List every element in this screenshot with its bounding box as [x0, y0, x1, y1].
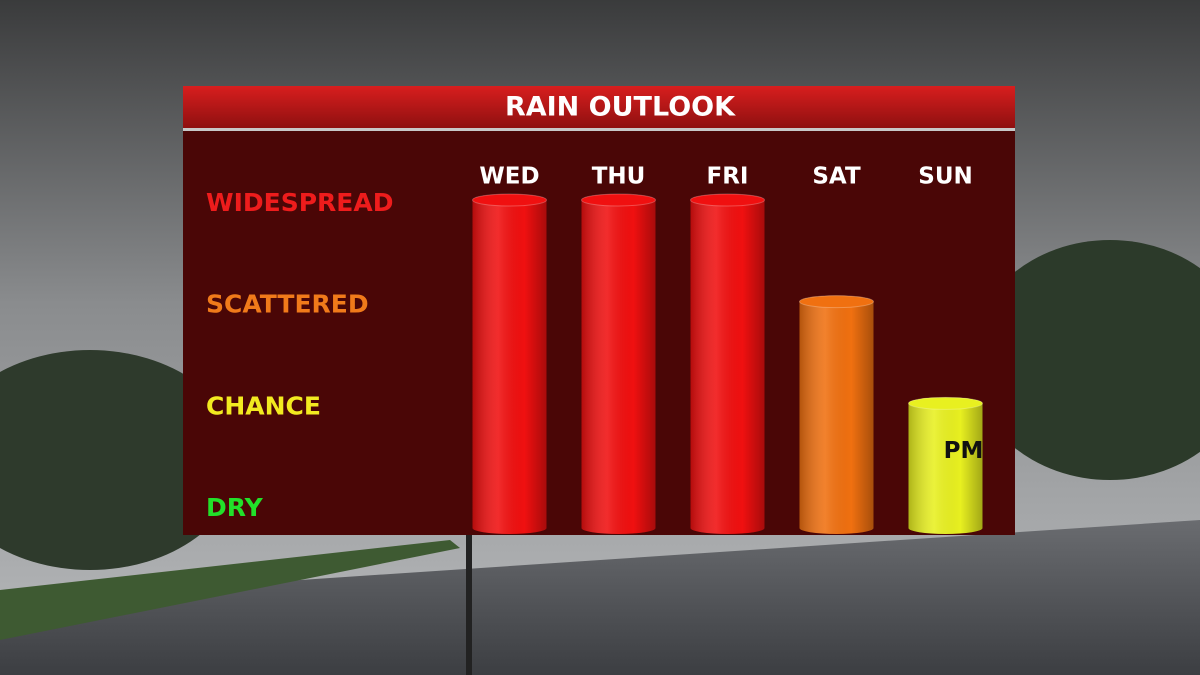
bar-shading	[799, 295, 874, 534]
x-tick-label: SAT	[812, 164, 861, 190]
y-tick-label: DRY	[206, 493, 264, 522]
bar-shading	[908, 397, 983, 534]
road	[0, 520, 1200, 675]
bar-top	[690, 193, 765, 207]
grass	[0, 540, 460, 640]
bar-top	[908, 396, 983, 410]
bar-top	[581, 193, 656, 207]
y-tick-label: CHANCE	[206, 391, 321, 420]
bar-annotation: PM	[944, 438, 984, 464]
title-bar	[183, 86, 1015, 128]
x-tick-label: FRI	[707, 164, 749, 190]
bar-shading	[581, 194, 656, 535]
y-tick-label: SCATTERED	[206, 290, 369, 319]
pole	[466, 535, 472, 675]
title-rule	[183, 128, 1015, 131]
trees	[0, 350, 240, 570]
x-tick-label: WED	[479, 164, 539, 190]
bar-top	[472, 193, 547, 207]
bar-shading	[472, 194, 547, 535]
x-tick-label: SUN	[918, 164, 973, 190]
x-tick-label: THU	[592, 164, 646, 190]
chart-title: RAIN OUTLOOK	[505, 92, 736, 123]
bar-top	[799, 295, 874, 309]
trees	[970, 240, 1200, 480]
y-tick-label: WIDESPREAD	[206, 188, 393, 217]
bar-shading	[690, 194, 765, 535]
